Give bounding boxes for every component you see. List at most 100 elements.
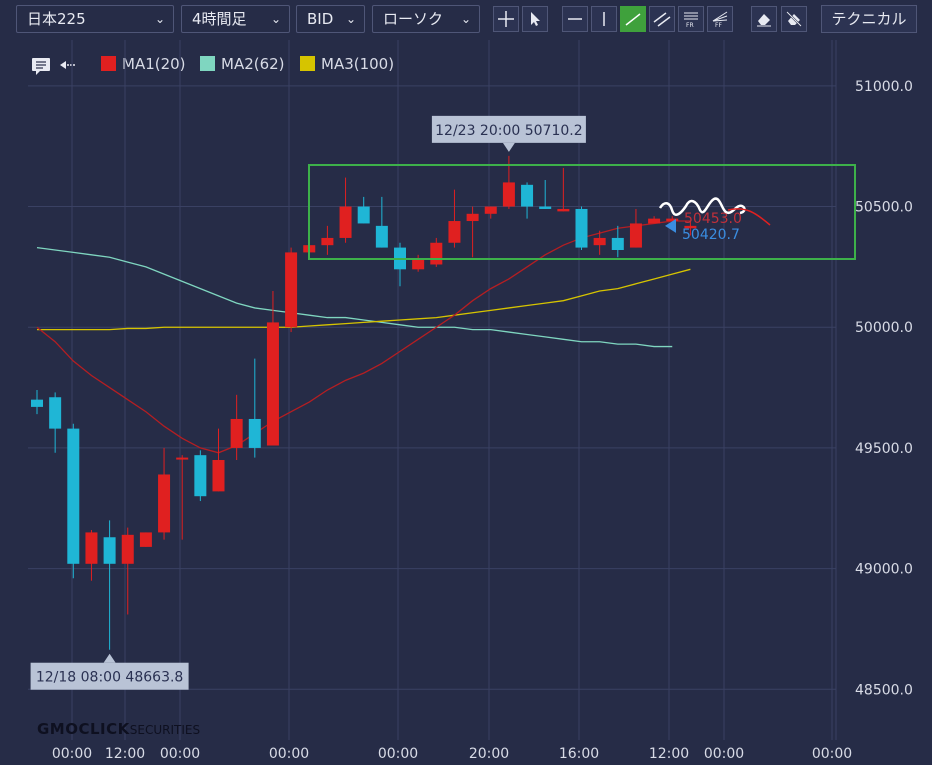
x-tick-label: 00:00 — [269, 746, 309, 762]
pointer-tool-button[interactable] — [522, 6, 548, 32]
x-tick-label: 16:00 — [559, 746, 599, 762]
legend-ma3[interactable]: MA3(100) — [300, 55, 394, 73]
ma1-line — [36, 220, 691, 454]
chevron-down-icon: ⌄ — [345, 12, 356, 26]
technical-label: テクニカル — [831, 10, 907, 28]
watermark-main: GMOCLICK — [37, 720, 130, 738]
candle — [375, 196, 388, 248]
candle-body — [285, 252, 298, 328]
period-select[interactable]: 4時間足 ⌄ — [181, 5, 290, 33]
candle — [666, 216, 679, 222]
comment-icon[interactable] — [30, 56, 78, 80]
candle — [629, 208, 642, 248]
candle-body — [339, 206, 352, 238]
ma1-swatch — [101, 56, 116, 71]
candle-body — [666, 218, 679, 222]
candle-body — [611, 237, 624, 250]
vertical-line-tool-button[interactable] — [591, 6, 617, 32]
eraser-tool-button[interactable] — [751, 6, 777, 32]
high-annotation-pointer — [502, 142, 515, 152]
candle-body — [67, 428, 80, 564]
clear-all-tool-button[interactable] — [781, 6, 807, 32]
ma2-swatch — [200, 56, 215, 71]
candle-body — [593, 237, 606, 246]
y-tick-label: 49000.0 — [855, 562, 913, 578]
candle — [448, 189, 461, 248]
candle — [466, 206, 479, 258]
candle — [611, 225, 624, 258]
y-tick-label: 50500.0 — [855, 200, 913, 216]
horizontal-line-tool-button[interactable] — [562, 6, 588, 32]
highlight-box[interactable] — [308, 164, 856, 260]
legend-ma2[interactable]: MA2(62) — [200, 55, 285, 73]
price-type-select[interactable]: BID ⌄ — [296, 5, 365, 33]
candle-body — [539, 206, 552, 209]
comment-collapse-icons — [32, 58, 78, 75]
y-axis: 48500.0 49000.0 49500.0 50000.0 50500.0 51000… — [855, 79, 913, 698]
symbol-select[interactable]: 日本225 ⌄ — [16, 5, 174, 33]
candle — [85, 530, 98, 581]
candle-body — [49, 397, 62, 429]
candle-body — [230, 418, 243, 448]
chevron-down-icon: ⌄ — [460, 12, 471, 26]
eraser-clear-icon — [786, 11, 802, 27]
candle — [303, 240, 316, 253]
toolbar: 日本225 ⌄ 4時間足 ⌄ BID ⌄ ローソク ⌄ FR FF テ — [0, 0, 932, 38]
fibonacci-retracement-tool-button[interactable]: FR — [678, 6, 704, 32]
user-drawings — [308, 164, 856, 260]
candle-body — [31, 399, 43, 407]
low-annotation-pointer — [103, 653, 116, 663]
x-tick-label: 00:00 — [378, 746, 418, 762]
candle-body — [484, 206, 497, 214]
chart-style-value: ローソク — [383, 10, 444, 28]
candle-body — [248, 418, 261, 448]
horizontal-line-icon — [568, 18, 582, 20]
candle-body — [321, 237, 334, 246]
cursor-arrow-icon — [531, 12, 540, 26]
candle — [502, 155, 515, 209]
candle-body — [521, 184, 534, 207]
fr-label: FR — [686, 22, 694, 28]
trend-line-tool-button[interactable] — [620, 6, 646, 32]
fibonacci-fan-tool-button[interactable]: FF — [707, 6, 733, 32]
ma1-label: MA1(20) — [122, 55, 186, 73]
candle — [158, 447, 171, 540]
candle-body — [139, 532, 152, 547]
candles — [31, 155, 697, 650]
technical-button[interactable]: テクニカル — [821, 5, 917, 33]
fibonacci-fan-icon: FF — [712, 11, 728, 28]
candle — [557, 167, 570, 212]
candle-body — [629, 223, 642, 248]
candle-body — [375, 225, 388, 248]
candle — [67, 423, 80, 579]
ma3-swatch — [300, 56, 315, 71]
candle — [139, 532, 152, 547]
candle-body — [466, 213, 479, 222]
candle-body — [430, 242, 443, 265]
high-annotation-label: 12/23 20:00 50710.2 — [435, 123, 583, 139]
candle-body — [394, 247, 406, 270]
candle — [684, 221, 697, 236]
channel-line-tool-button[interactable] — [649, 6, 675, 32]
candle — [49, 392, 62, 453]
candle — [194, 450, 207, 502]
candle — [266, 291, 279, 446]
legend-ma1[interactable]: MA1(20) — [101, 55, 186, 73]
y-tick-label: 49500.0 — [855, 441, 913, 457]
y-tick-label: 50000.0 — [855, 320, 913, 336]
candle — [357, 196, 370, 224]
chevron-down-icon: ⌄ — [270, 12, 281, 26]
watermark-sub: SECURITIES — [129, 723, 201, 737]
chart-style-select[interactable]: ローソク ⌄ — [372, 5, 480, 33]
candle-body — [212, 460, 225, 492]
crosshair-tool-button[interactable] — [493, 6, 519, 32]
candle-body — [266, 322, 279, 446]
candle — [575, 206, 588, 250]
candle — [539, 180, 552, 209]
ma3-line — [37, 268, 691, 331]
current-price-marker-icon — [665, 218, 676, 233]
candle — [484, 206, 497, 219]
ff-label: FF — [715, 22, 722, 28]
x-tick-label: 12:00 — [649, 746, 689, 762]
